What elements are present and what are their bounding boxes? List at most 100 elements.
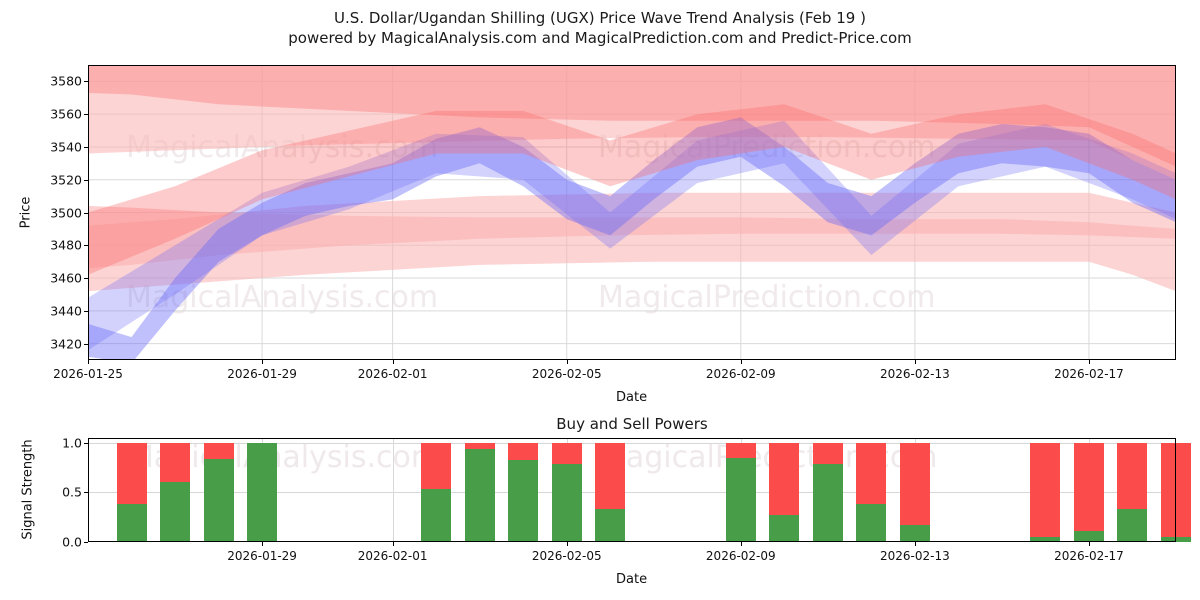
sell-power-segment [116,442,147,505]
signal-axes-frame [88,438,1176,542]
buy-power-segment [769,515,800,542]
signal-gridline [88,492,1176,494]
signal-bar[interactable] [464,442,495,542]
sell-power-segment [203,442,234,459]
signal-bar[interactable] [769,442,800,542]
buy-power-segment [508,459,539,542]
wave-band-blue-wave-band-2 [88,120,1176,351]
signal-bar[interactable] [1161,442,1191,542]
signal-x-tick: 2026-02-17 [1054,549,1124,563]
buy-power-segment [464,448,495,542]
signal-x-tick: 2026-02-05 [531,549,602,563]
price-x-tick: 2026-02-17 [1054,367,1124,381]
buy-power-segment [247,442,278,542]
signal-bar[interactable] [203,442,234,542]
signal-bar[interactable] [160,442,191,542]
price-y-tickmark [84,245,88,247]
signal-x-axis-label: Date [616,572,648,587]
price-y-tick: 3540 [50,139,82,155]
page-title: U.S. Dollar/Ugandan Shilling (UGX) Price… [334,9,866,27]
buy-power-segment [116,504,147,542]
signal-y-tickmark [84,442,88,444]
sell-power-segment [551,442,582,464]
price-y-tickmark [84,310,88,312]
signal-x-tick: 2026-02-01 [357,549,428,563]
price-x-tick: 2026-02-13 [880,367,950,381]
buy-power-segment [551,463,582,542]
buy-power-segment [1030,537,1061,542]
price-y-tick: 3520 [50,172,82,188]
signal-bar[interactable] [247,442,278,542]
price-y-tick: 3420 [50,336,82,352]
signal-gridline [88,442,1176,444]
signal-bar[interactable] [421,442,452,542]
price-x-tick: 2026-02-01 [357,367,428,381]
buy-power-segment [160,481,191,542]
price-y-tickmark [84,212,88,214]
signal-bar[interactable] [1117,442,1148,542]
signal-bar[interactable] [725,442,756,542]
price-axes-frame [88,65,1176,360]
signal-bar[interactable] [508,442,539,542]
signal-bar[interactable] [551,442,582,542]
buy-power-segment [203,458,234,542]
buy-power-segment [1117,509,1148,542]
watermark-prediction: MagicalPrediction.com [598,280,936,315]
price-x-axis-label: Date [616,390,648,405]
price-plot-area: MagicalPrediction.com MagicalAnalysis.com… [88,65,1176,360]
signal-bar[interactable] [812,442,843,542]
price-y-tickmark [84,81,88,83]
signal-bar[interactable] [1073,442,1104,542]
sell-power-segment [1117,442,1148,510]
wave-band-red-band-lower-wide [88,192,1176,292]
sell-power-segment [856,442,887,505]
buy-power-segment [725,457,756,542]
sell-power-segment [508,442,539,460]
wave-band-blue-wave-band [88,117,1176,360]
price-y-tickmark [84,146,88,148]
price-x-tickmark [566,360,568,364]
signal-x-tickmark [1088,542,1090,546]
signal-bar[interactable] [899,442,930,542]
buy-power-segment [595,509,626,542]
sell-power-segment [1030,442,1061,538]
buy-power-segment [1073,531,1104,542]
sell-power-segment [725,442,756,458]
signal-y-tickmark [84,492,88,494]
signal-bar[interactable] [856,442,887,542]
signal-x-tick: 2026-02-09 [705,549,776,563]
sell-power-segment [1161,442,1191,538]
chart-title-block: U.S. Dollar/Ugandan Shilling (UGX) Price… [0,8,1200,48]
price-x-tick: 2026-01-25 [53,367,123,381]
price-y-tick: 3560 [50,106,82,122]
sell-power-segment [899,442,930,526]
signal-bar[interactable] [595,442,626,542]
signal-y-tick: 0.5 [62,484,82,500]
price-x-tick: 2026-02-09 [705,367,776,381]
signal-bar[interactable] [116,442,147,542]
signal-x-tickmark [914,542,916,546]
signal-chart-title: Buy and Sell Powers [556,415,708,433]
buy-power-segment [421,488,452,542]
price-y-tick: 3480 [50,237,82,253]
signal-y-tickmark [84,542,88,543]
price-x-tick: 2026-01-29 [227,367,297,381]
signal-x-tick: 2026-02-13 [880,549,950,563]
buy-power-segment [856,504,887,542]
price-x-tickmark [740,360,742,364]
price-y-tick: 3460 [50,270,82,286]
sell-power-segment [595,442,626,510]
signal-x-tick: 2026-01-29 [227,549,297,563]
buy-power-segment [812,463,843,542]
signal-x-tickmark [566,542,568,546]
signal-y-tick: 1.0 [62,435,82,451]
signal-x-tickmark [740,542,742,546]
price-x-tickmark [914,360,916,364]
price-x-tickmark [392,360,394,364]
price-wave-chart: MagicalPrediction.com MagicalAnalysis.com… [88,65,1176,360]
price-wave-bands: MagicalPrediction.com MagicalAnalysis.com… [88,65,1176,360]
price-x-tickmark [262,360,264,364]
signal-bar[interactable] [1030,442,1061,542]
